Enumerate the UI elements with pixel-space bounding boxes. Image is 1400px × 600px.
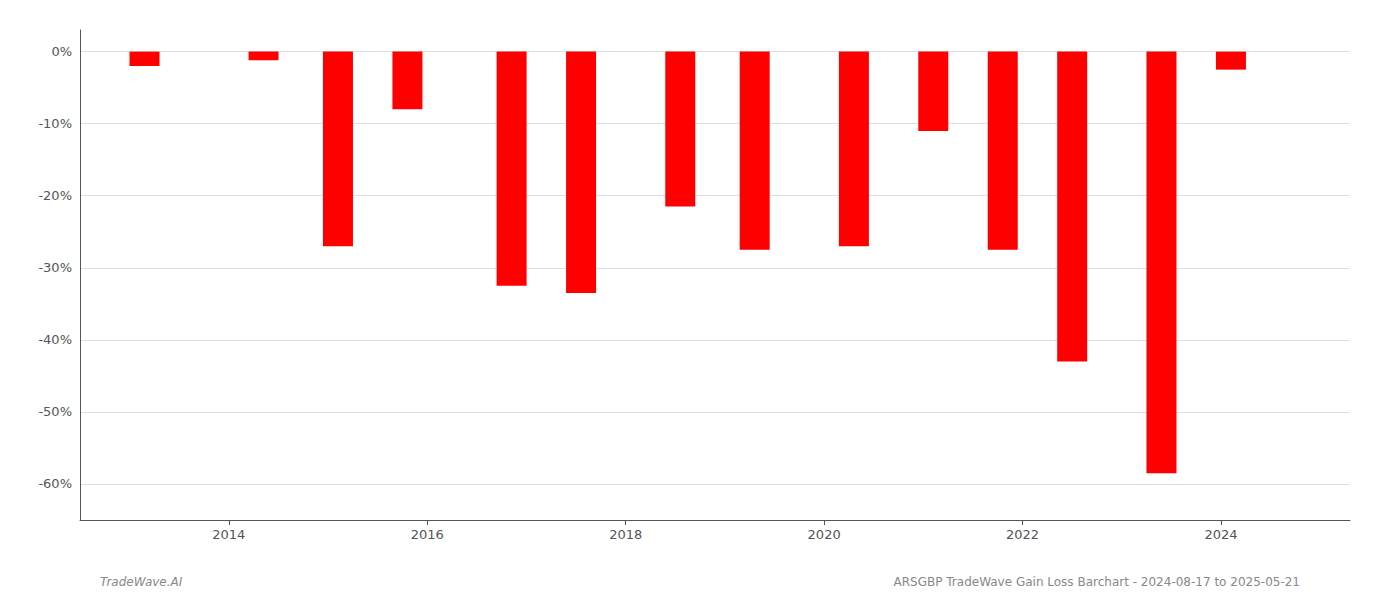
svg-text:-20%: -20% [38,188,72,203]
svg-text:2022: 2022 [1006,527,1039,542]
svg-text:2016: 2016 [411,527,444,542]
svg-text:2018: 2018 [609,527,642,542]
svg-text:2014: 2014 [212,527,245,542]
svg-text:-50%: -50% [38,404,72,419]
svg-text:-10%: -10% [38,116,72,131]
svg-text:ARSGBP TradeWave Gain Loss Bar: ARSGBP TradeWave Gain Loss Barchart - 20… [894,575,1300,589]
svg-text:TradeWave.AI: TradeWave.AI [100,575,183,589]
svg-text:-40%: -40% [38,332,72,347]
svg-text:-30%: -30% [38,260,72,275]
svg-text:2020: 2020 [808,527,841,542]
svg-text:2024: 2024 [1204,527,1237,542]
svg-text:-60%: -60% [38,476,72,491]
svg-text:0%: 0% [51,44,72,59]
